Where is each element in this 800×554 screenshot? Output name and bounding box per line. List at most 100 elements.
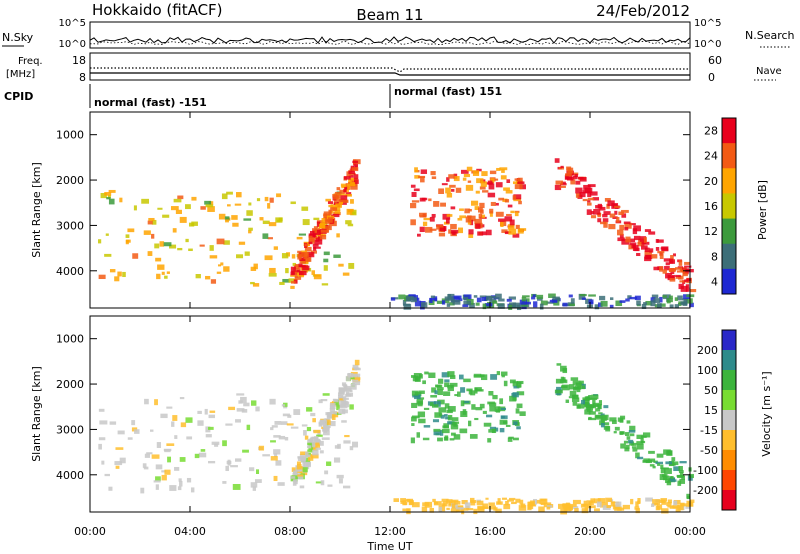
velocity-echo-cell xyxy=(580,503,586,508)
velocity-echo-cell xyxy=(569,390,577,397)
velocity-echo-cell xyxy=(592,399,596,405)
power-echo-cell xyxy=(323,251,330,256)
power-echo-cell xyxy=(398,294,406,300)
nave-label: Nave xyxy=(756,66,782,77)
power-echo-cell xyxy=(499,167,508,171)
power-echo-cell xyxy=(685,298,693,304)
velocity-echo-cell xyxy=(343,485,351,489)
power-echo-cell xyxy=(429,216,435,222)
power-echo-cell xyxy=(285,268,289,274)
velocity-echo-cell xyxy=(293,409,301,415)
power-echo-cell xyxy=(299,257,306,261)
power-echo-cell xyxy=(575,180,581,185)
power-echo-cell xyxy=(343,188,347,193)
velocity-echo-cell xyxy=(659,474,668,481)
power-echo-cell xyxy=(295,263,300,267)
power-echo-cell xyxy=(314,239,323,245)
power-echo-cell xyxy=(348,170,355,175)
station-title: Hokkaido (fitACF) xyxy=(92,1,223,19)
power-echo-cell xyxy=(507,204,513,208)
power-colorbar-swatch xyxy=(722,268,736,295)
velocity-echo-cell xyxy=(282,413,290,417)
velocity-echo-cell xyxy=(442,425,446,428)
velocity-echo-cell xyxy=(326,461,332,466)
freq-label-line1: Freq. xyxy=(18,56,43,67)
velocity-echo-cell xyxy=(636,434,644,439)
velocity-echo-cell xyxy=(446,507,450,510)
power-echo-cell xyxy=(429,297,438,302)
power-echo-cell xyxy=(680,285,688,292)
velocity-echo-cell xyxy=(98,408,105,412)
velocity-echo-cell xyxy=(557,503,566,509)
power-echo-cell xyxy=(259,217,264,221)
velocity-echo-cell xyxy=(571,397,580,402)
velocity-echo-cell xyxy=(667,505,674,508)
power-echo-cell xyxy=(562,302,568,307)
power-echo-cell xyxy=(508,228,517,235)
power-echo-cell xyxy=(421,197,428,201)
velocity-echo-cell xyxy=(588,411,596,415)
velocity-echo-cell xyxy=(650,503,655,507)
velocity-echo-cell xyxy=(679,472,684,478)
power-echo-cell xyxy=(615,300,623,307)
power-echo-cell xyxy=(302,265,310,271)
power-echo-cell xyxy=(323,211,331,216)
velocity-echo-cell xyxy=(679,478,686,484)
velocity-echo-cell xyxy=(169,485,177,491)
power-echo-cell xyxy=(607,200,615,207)
power-echo-cell xyxy=(495,293,502,299)
power-echo-cell xyxy=(643,302,647,305)
power-colorbar-swatch xyxy=(722,143,736,169)
velocity-echo-cell xyxy=(438,407,447,413)
power-echo-cell xyxy=(330,207,338,211)
velocity-echo-cell xyxy=(400,500,404,504)
power-echo-cell xyxy=(586,209,592,215)
velocity-echo-cell xyxy=(416,399,424,405)
freq-label-line2: [MHz] xyxy=(6,69,35,80)
velocity-colorbar-swatch xyxy=(722,410,736,431)
velocity-echo-cell xyxy=(108,486,113,491)
velocity-echo-cell xyxy=(516,426,521,430)
power-echo-cell xyxy=(297,254,302,260)
velocity-echo-cell xyxy=(432,419,440,423)
power-echo-cell xyxy=(494,178,499,181)
velocity-echo-cell xyxy=(338,395,344,401)
velocity-echo-cell xyxy=(499,428,505,433)
power-echo-cell xyxy=(301,251,309,258)
power-echo-cell xyxy=(503,187,510,191)
power-echo-cell xyxy=(680,301,688,305)
power-echo-cell xyxy=(348,174,354,178)
velocity-echo-cell xyxy=(628,439,634,444)
velocity-echo-cell xyxy=(354,359,360,366)
velocity-echo-cell xyxy=(283,402,288,407)
velocity-ytick-label: 4000 xyxy=(56,469,84,482)
power-echo-cell xyxy=(685,287,690,292)
velocity-echo-cell xyxy=(413,372,422,378)
power-echo-cell xyxy=(125,239,129,245)
power-echo-cell xyxy=(321,283,329,286)
velocity-echo-cell xyxy=(507,499,515,502)
velocity-echo-cell xyxy=(612,504,620,510)
velocity-echo-cell xyxy=(345,391,350,395)
velocity-echo-cell xyxy=(300,456,306,463)
velocity-echo-cell xyxy=(490,374,498,380)
velocity-echoes xyxy=(98,359,695,515)
velocity-echo-cell xyxy=(423,425,431,428)
beam-title: Beam 11 xyxy=(356,6,423,24)
power-echo-cell xyxy=(588,299,594,304)
velocity-colorbar-swatch xyxy=(722,330,736,351)
velocity-echo-cell xyxy=(444,382,450,388)
velocity-echo-cell xyxy=(352,381,361,386)
power-ylabel: Slant Range [km] xyxy=(30,162,43,258)
velocity-echo-cell xyxy=(588,505,596,509)
velocity-echo-cell xyxy=(688,473,694,479)
power-echo-cell xyxy=(546,301,555,304)
velocity-echo-cell xyxy=(468,420,472,427)
velocity-echo-cell xyxy=(291,467,296,472)
power-echo-cell xyxy=(311,270,315,275)
power-echo-cell xyxy=(472,170,480,176)
power-echo-cell xyxy=(602,218,609,223)
power-echo-cell xyxy=(455,187,462,193)
power-ytick-label: 1000 xyxy=(56,129,84,142)
power-echo-cell xyxy=(498,218,505,222)
